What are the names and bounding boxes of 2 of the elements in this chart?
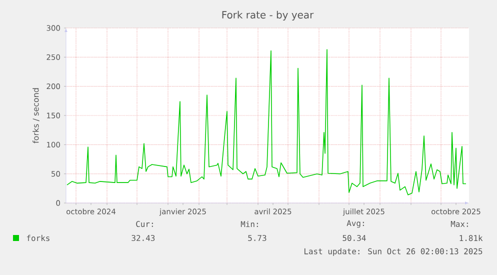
chart-title: Fork rate - by year: [222, 10, 314, 21]
line-series: [66, 49, 466, 196]
